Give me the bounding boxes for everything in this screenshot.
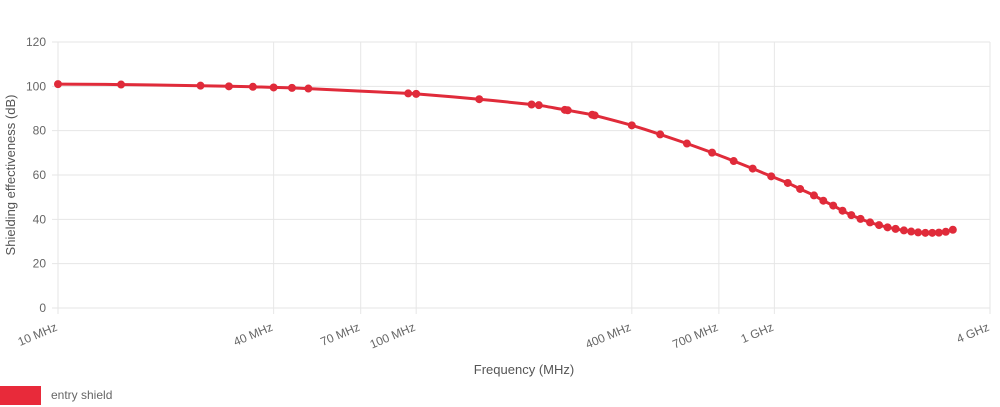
data-point [883,223,892,232]
data-point [563,106,572,115]
x-tick-label: 400 MHz [583,320,633,352]
data-point [948,225,957,234]
data-point [54,80,62,89]
data-point [891,224,900,233]
data-point [875,221,884,230]
data-point [269,83,278,92]
data-point [729,157,738,166]
data-point [196,81,205,90]
x-tick-label: 100 MHz [368,320,418,352]
data-point [928,228,937,237]
legend-swatch [0,386,41,405]
data-point [866,218,875,227]
x-tick-label: 40 MHz [231,320,275,349]
x-tick-label: 4 GHz [954,320,991,346]
series-layer [54,80,957,237]
data-point [809,191,818,200]
y-tick-label: 120 [26,35,46,49]
data-point [748,164,757,173]
y-tick-label: 80 [33,124,47,138]
data-point [941,227,950,236]
y-tick-label: 100 [26,79,46,93]
data-point [819,196,828,205]
data-point [304,84,313,93]
data-point [656,130,665,139]
data-point [856,214,865,223]
data-point [783,178,792,187]
data-point [117,80,126,89]
data-point [796,184,805,193]
series-line [57,82,954,235]
data-point [907,227,916,236]
x-axis-title: Frequency (MHz) [474,362,574,377]
legend-label: entry shield [51,388,112,402]
data-point [527,100,536,109]
data-point [412,89,421,98]
data-point [287,83,296,92]
data-point [838,206,847,215]
data-point [708,148,717,157]
y-tick-label: 20 [33,257,47,271]
data-point [934,228,943,237]
x-tick-label: 700 MHz [670,320,720,352]
data-point [534,101,543,110]
x-axis-ticks: 10 MHz 40 MHz 70 MHz 100 MHz 400 MHz 700 MHz 1… [16,320,992,352]
legend[interactable]: entry shield [0,386,112,405]
data-point [682,139,691,148]
data-point [899,226,908,235]
data-point [404,89,413,98]
data-point [847,211,856,220]
data-point [921,228,930,237]
y-axis-title: Shielding effectiveness (dB) [3,95,18,256]
grid-lines [52,41,991,314]
data-point [914,228,923,237]
data-point [224,82,233,91]
data-point [627,121,636,130]
y-axis-ticks: 0 20 40 60 80 100 120 [26,35,46,315]
y-tick-label: 40 [33,212,47,226]
data-point [248,82,257,91]
x-tick-label: 10 MHz [16,320,60,349]
data-point [590,111,599,120]
y-tick-label: 0 [39,301,46,315]
data-point [767,172,776,181]
x-tick-label: 70 MHz [318,320,362,349]
data-point [829,201,838,210]
y-tick-label: 60 [33,168,47,182]
x-tick-label: 1 GHz [739,320,776,346]
data-point [475,95,484,104]
